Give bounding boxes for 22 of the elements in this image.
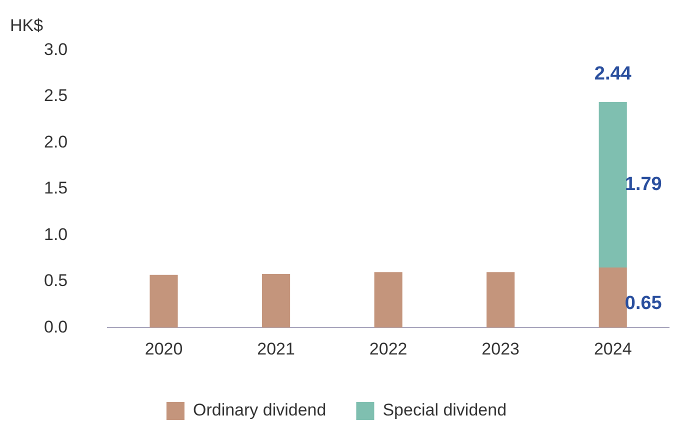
y-tick-label: 0.5 (44, 271, 68, 290)
total-label: 2.44 (594, 64, 632, 85)
legend-label: Ordinary dividend (192, 400, 326, 420)
y-tick-label: 0.0 (44, 317, 68, 336)
bar (150, 274, 178, 328)
bar (598, 102, 627, 268)
y-tick-label: 3.0 (44, 40, 68, 59)
x-tick-label: 2023 (482, 339, 520, 358)
x-tick-label: 2022 (369, 339, 408, 358)
y-tick-label: 1.0 (44, 224, 68, 244)
bar (598, 267, 627, 328)
bar (486, 272, 515, 328)
y-tick-label: 1.5 (44, 178, 68, 198)
bar (262, 274, 290, 328)
y-tick-label: 2.5 (44, 86, 68, 106)
x-tick-label: 2021 (257, 339, 295, 358)
x-tick-label: 2020 (144, 339, 183, 358)
bar (374, 272, 402, 328)
x-tick-label: 2024 (594, 339, 632, 358)
y-tick-label: 2.0 (44, 132, 68, 152)
legend-label: Special dividend (382, 400, 507, 420)
y-axis-title: HK$ (10, 16, 44, 36)
